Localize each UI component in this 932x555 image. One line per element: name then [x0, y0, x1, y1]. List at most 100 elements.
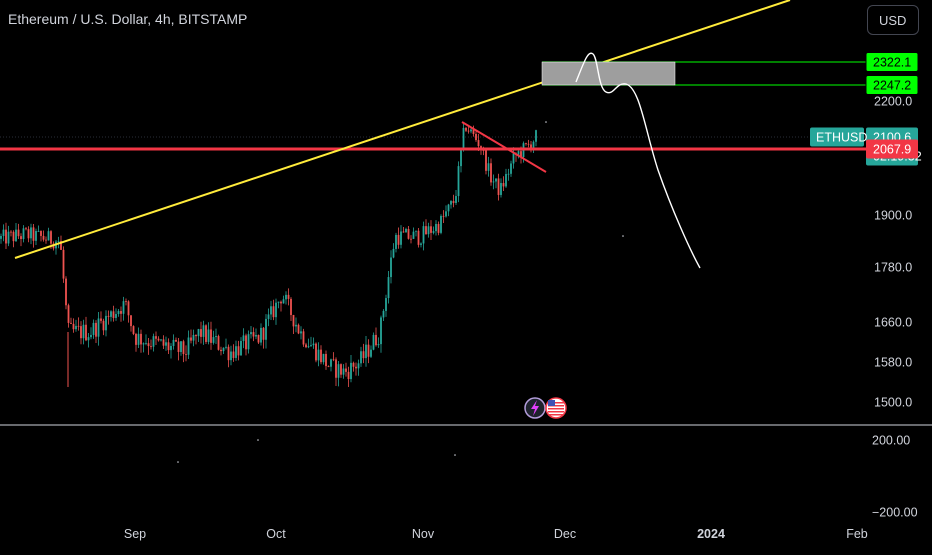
candle-body: [402, 231, 405, 233]
drawing-dot: [545, 121, 547, 123]
price-label-2247[interactable]: 2247.2: [865, 75, 919, 95]
candle-body: [350, 362, 352, 380]
projection-path[interactable]: [575, 52, 701, 269]
candle-body: [17, 229, 20, 237]
indicator-axis[interactable]: 200.00 −200.00: [177, 434, 918, 520]
candle-body: [95, 322, 97, 337]
candle-body: [452, 201, 455, 203]
candle-body: [330, 359, 332, 367]
candle-body: [195, 335, 197, 337]
event-icons[interactable]: [524, 397, 567, 419]
lightning-icon[interactable]: [524, 397, 546, 419]
price-label-text: 2322.1: [873, 56, 911, 70]
candle-body: [175, 339, 177, 342]
candle-body: [130, 315, 132, 327]
candle-body: [365, 344, 367, 359]
candle-body: [412, 231, 415, 239]
candle-body: [485, 150, 487, 171]
candle-body: [180, 341, 182, 352]
candle-body: [225, 346, 227, 348]
candle-body: [202, 325, 205, 337]
candle-body: [247, 334, 250, 350]
pattern-line-red[interactable]: [461, 121, 547, 173]
us-flag-icon[interactable]: [545, 397, 567, 419]
candle-body: [460, 149, 462, 167]
candle-body: [105, 315, 107, 331]
candle-body: [227, 346, 230, 361]
candle-body: [152, 336, 155, 347]
candle-body: [110, 311, 112, 317]
candle-body: [357, 363, 360, 369]
candle-body: [255, 334, 257, 337]
candle-body: [362, 351, 365, 359]
trendline[interactable]: [14, 0, 791, 259]
candle-body: [92, 322, 95, 335]
price-axis[interactable]: 2200.0 1900.0 1780.0 1660.0 1580.0 1500.0 2322…: [810, 52, 922, 410]
candle-body: [427, 226, 430, 235]
symbol-label[interactable]: ETHUSD: [810, 127, 867, 147]
candle-body: [505, 174, 507, 187]
candle-body: [155, 336, 157, 339]
candle-body: [492, 181, 495, 183]
candle-body: [242, 335, 245, 341]
candle-body: [262, 327, 265, 340]
time-label: 2024: [697, 527, 725, 541]
candle-body: [7, 231, 10, 244]
candle-body: [367, 344, 370, 357]
candle-body: [230, 351, 232, 361]
candle-body: [297, 324, 300, 334]
candle-body: [160, 339, 162, 341]
candle-body: [430, 226, 432, 233]
drawings-layer[interactable]: [0, 0, 866, 269]
candle-body: [272, 306, 275, 318]
candle-body: [535, 130, 537, 142]
price-tick-label: 1780.0: [874, 261, 912, 275]
time-axis[interactable]: Sep Oct Nov Dec 2024 Feb: [124, 527, 868, 541]
candle-body: [347, 371, 350, 380]
symbol-label-bg: [810, 127, 864, 147]
candle-body: [75, 325, 77, 330]
symbol-label-text: ETHUSD: [816, 131, 867, 145]
red-line-price-label[interactable]: 2067.9: [866, 139, 918, 159]
candle-body: [57, 241, 60, 242]
candle-body: [217, 336, 220, 350]
candle-body: [442, 215, 445, 217]
candle-body: [415, 230, 417, 232]
candle-body: [310, 345, 312, 347]
currency-button[interactable]: USD: [867, 5, 919, 35]
time-label: Dec: [554, 527, 576, 541]
candle-body: [252, 332, 255, 337]
candle-body: [337, 364, 340, 378]
price-tick-label: 1660.0: [874, 316, 912, 330]
candle-body: [315, 343, 317, 361]
candle-body: [222, 347, 225, 352]
candle-body: [345, 368, 347, 372]
candle-body: [10, 231, 12, 233]
candle-body: [340, 364, 342, 375]
candle-body: [312, 343, 315, 346]
candle-body: [290, 298, 292, 316]
candle-body: [465, 127, 467, 131]
candle-body: [150, 346, 152, 347]
candle-body: [447, 204, 450, 212]
candle-body: [450, 201, 452, 205]
candle-body: [490, 163, 492, 183]
candle-body: [532, 141, 535, 150]
candle-body: [37, 230, 40, 232]
price-tick-label: 1900.0: [874, 209, 912, 223]
candle-body: [302, 331, 305, 345]
candle-body: [245, 335, 247, 350]
candle-body: [525, 143, 527, 145]
candle-body: [520, 151, 522, 158]
target-zone-box[interactable]: [541, 61, 676, 86]
price-label-bg: [865, 52, 919, 72]
candle-body: [440, 215, 442, 233]
price-tick-label: 1500.0: [874, 396, 912, 410]
candle-body: [332, 359, 335, 361]
price-label-2322[interactable]: 2322.1: [865, 52, 919, 72]
candle-body: [20, 236, 22, 240]
candle-body: [135, 333, 137, 345]
price-label-bg: [865, 75, 919, 95]
